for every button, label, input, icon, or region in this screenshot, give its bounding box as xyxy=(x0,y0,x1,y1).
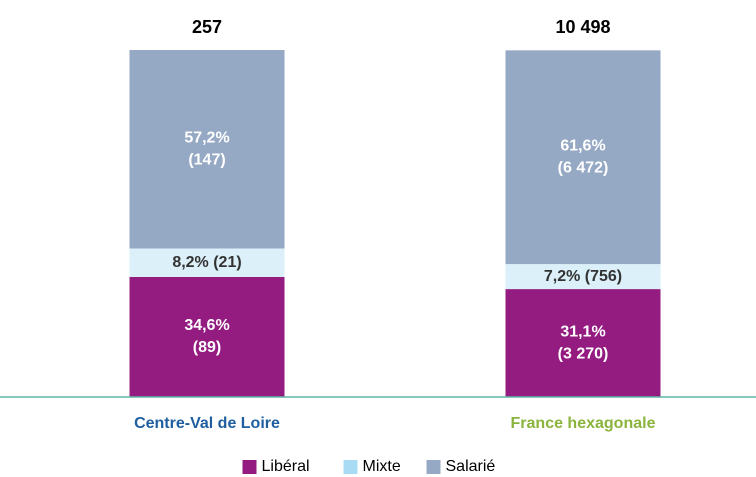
total-label: 10 498 xyxy=(555,17,610,37)
bar-segment xyxy=(129,276,285,397)
x-tick-label: France hexagonale xyxy=(511,415,656,432)
legend-swatch xyxy=(242,460,257,474)
data-label: 31,1% xyxy=(560,323,605,340)
legend-swatch xyxy=(343,460,358,474)
total-label: 257 xyxy=(192,17,222,37)
data-label: 7,2% (756) xyxy=(544,268,622,285)
bar-segment xyxy=(505,264,661,290)
data-label: 61,6% xyxy=(560,137,605,154)
bar-segment xyxy=(129,50,285,249)
bar-segment xyxy=(505,289,661,397)
x-tick-label: Centre-Val de Loire xyxy=(134,415,280,432)
data-label: 8,2% (21) xyxy=(172,254,241,271)
bar-segment xyxy=(505,50,661,265)
legend-swatch xyxy=(426,460,441,474)
legend-label: Libéral xyxy=(262,458,310,475)
bar-segment xyxy=(129,248,285,277)
data-label: (147) xyxy=(188,151,225,168)
data-label: (3 270) xyxy=(558,345,609,362)
data-label: 57,2% xyxy=(184,129,229,146)
data-label: (6 472) xyxy=(558,159,609,176)
data-label: (89) xyxy=(193,339,221,356)
data-label: 34,6% xyxy=(184,317,229,334)
legend-label: Salarié xyxy=(446,458,496,475)
legend-label: Mixte xyxy=(363,458,401,475)
